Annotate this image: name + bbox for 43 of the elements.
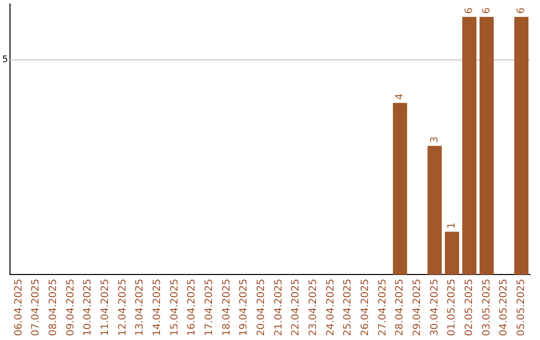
data-label: 6 [516,8,527,14]
x-tick-label: 17.04.2025 [204,278,215,336]
ref-line-label: 5 [2,55,8,66]
x-tick-label: 08.04.2025 [48,278,59,336]
x-tick-label: 04.05.2025 [498,278,510,336]
bar [462,16,476,275]
x-tick-label: 13.04.2025 [134,278,146,336]
data-label: 6 [464,8,475,14]
x-tick-label: 07.04.2025 [30,278,42,336]
x-tick-label: 20.04.2025 [256,278,267,336]
x-tick-label: 11.04.2025 [100,278,111,336]
x-tick-label: 29.04.2025 [412,278,423,336]
x-tick-label: 03.05.2025 [481,278,492,336]
data-label: 6 [481,8,492,14]
data-label: 1 [446,222,458,229]
x-tick-label: 28.04.2025 [394,278,406,336]
x-tick-label: 26.04.2025 [360,278,371,336]
data-label: 4 [394,93,406,100]
x-tick-label: 12.04.2025 [117,278,128,336]
bar [444,232,460,275]
data-label: 3 [429,136,440,143]
bar [428,146,442,275]
bar [392,102,408,275]
x-tick-label: 25.04.2025 [342,278,354,336]
x-tick-label: 23.04.2025 [308,278,319,336]
x-tick-label: 22.04.2025 [290,278,302,336]
x-tick-label: 24.04.2025 [325,278,336,336]
bar [514,16,528,275]
x-tick-label: 05.05.2025 [516,278,527,336]
x-tick-label: 21.04.2025 [273,278,284,336]
bar [480,16,494,275]
x-tick-label: 27.04.2025 [377,278,388,336]
x-tick-label: 15.04.2025 [169,278,180,336]
x-tick-label: 18.04.2025 [221,278,232,336]
x-tick-label: 14.04.2025 [152,278,163,336]
x-tick-label: 02.05.2025 [464,278,475,336]
x-tick-label: 30.04.2025 [429,278,440,336]
x-tick-label: 06.04.2025 [13,278,24,336]
x-tick-label: 10.04.2025 [82,278,94,336]
x-tick-label: 09.04.2025 [65,278,76,336]
x-tick-label: 19.04.2025 [238,278,250,336]
x-tick-label: 01.05.2025 [446,278,458,336]
x-tick-label: 16.04.2025 [186,278,198,336]
